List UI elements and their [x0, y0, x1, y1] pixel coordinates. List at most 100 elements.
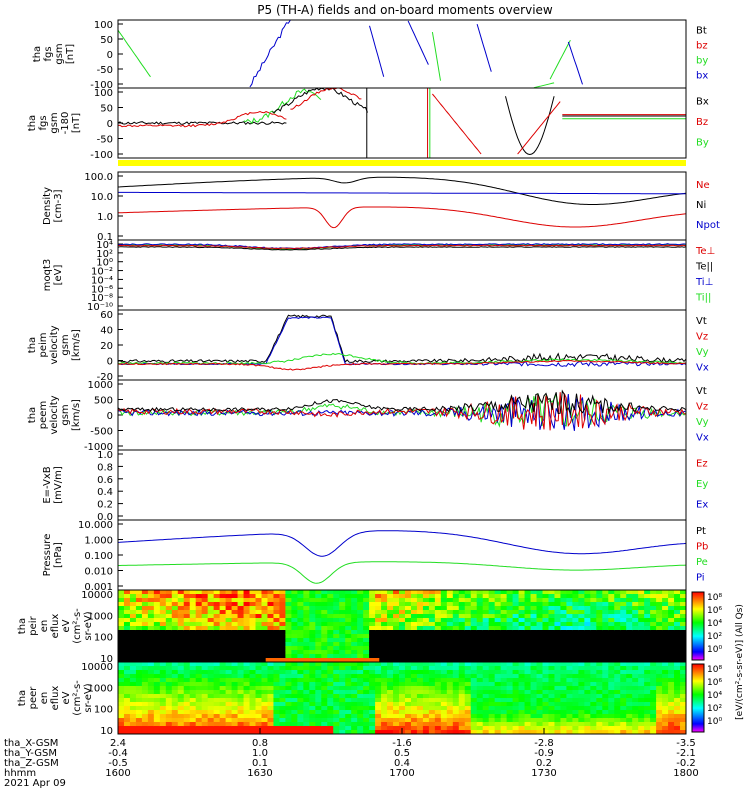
plot-area — [118, 176, 686, 229]
spectrogram-cell — [410, 606, 418, 611]
x-tick-label: 1730 — [531, 768, 556, 779]
spectrogram-cell — [626, 602, 633, 607]
spectrogram-cell — [357, 590, 364, 595]
spectrogram-cell — [237, 602, 245, 607]
spectrogram-cell — [674, 650, 681, 655]
spectrogram-cell — [309, 694, 316, 699]
spectrogram-cell — [632, 686, 639, 691]
spectrogram-cell — [399, 670, 406, 675]
spectrogram-cell — [434, 686, 442, 691]
spectrogram-cell — [422, 710, 430, 715]
spectrogram-cell — [303, 598, 310, 603]
spectrogram-cell — [446, 626, 454, 631]
spectrogram-cell — [506, 702, 514, 707]
spectrogram-cell — [369, 706, 376, 711]
spectrogram-cell — [333, 590, 340, 595]
spectrogram-cell — [273, 670, 281, 675]
spectrogram-cell — [536, 658, 544, 662]
plot-area — [118, 530, 686, 584]
spectrogram-cell — [189, 650, 197, 655]
spectrogram-cell — [165, 590, 173, 595]
spectrogram-cell — [279, 690, 287, 695]
spectrogram-cell — [548, 726, 556, 731]
spectrogram-cell — [422, 694, 430, 699]
spectrogram-cell — [129, 710, 137, 715]
spectrogram-cell — [387, 634, 394, 639]
spectrogram-cell — [524, 670, 532, 675]
spectrogram-cell — [464, 682, 472, 687]
spectrogram-cell — [315, 642, 322, 647]
spectrogram-cell — [255, 602, 263, 607]
spectrogram-cell — [303, 674, 310, 679]
spectrogram-cell — [422, 686, 430, 691]
spectrogram-cell — [231, 714, 239, 719]
spectrogram-cell — [620, 646, 627, 651]
spectrogram-cell — [560, 718, 568, 723]
spectrogram-cell — [135, 602, 143, 607]
spectrogram-cell — [506, 606, 514, 611]
spectrogram-cell — [315, 670, 322, 675]
spectrogram-cell — [183, 690, 191, 695]
spectrogram-cell — [237, 714, 245, 719]
spectrogram-cell — [596, 702, 603, 707]
spectrogram-cell — [345, 662, 352, 667]
panel-ylabel: moqt3 — [42, 259, 53, 292]
spectrogram-cell — [309, 634, 316, 639]
spectrogram-cell — [315, 706, 322, 711]
spectrogram-cell — [662, 594, 669, 599]
spectrogram-cell — [195, 690, 203, 695]
spectrogram-cell — [458, 662, 466, 667]
spectrogram-cell — [464, 598, 472, 603]
y-tick-label: 10000 — [81, 662, 113, 673]
spectrogram-cell — [327, 730, 334, 734]
spectrogram-cell — [177, 638, 185, 643]
spectrogram-cell — [135, 706, 143, 711]
spectrogram-cell — [291, 594, 298, 599]
spectrogram-cell — [123, 702, 131, 707]
spectrogram-cell — [572, 590, 579, 595]
spectrogram-cell — [434, 642, 442, 647]
spectrogram-cell — [590, 646, 597, 651]
spectrogram-cell — [668, 634, 675, 639]
spectrogram-cell — [494, 594, 502, 599]
spectrogram-cell — [303, 686, 310, 691]
spectrogram-cell — [333, 654, 340, 659]
spectrogram-cell — [644, 710, 651, 715]
spectrogram-cell — [225, 670, 233, 675]
spectrogram-cell — [297, 606, 304, 611]
spectrogram-cell — [273, 706, 281, 711]
spectrogram-cell — [225, 730, 233, 734]
spectrogram-cell — [446, 610, 454, 615]
spectrogram-cell — [566, 698, 573, 703]
spectrogram-cell — [422, 638, 430, 643]
spectrogram-cell — [219, 706, 227, 711]
spectrogram-cell — [638, 606, 645, 611]
spectrogram-cell — [500, 610, 508, 615]
spectrogram-cell — [381, 614, 388, 619]
spectrogram-cell — [219, 722, 227, 727]
spectrogram-cell — [632, 714, 639, 719]
spectrogram-cell — [650, 726, 657, 731]
spectrogram-cell — [668, 602, 675, 607]
spectrogram-cell — [213, 598, 221, 603]
spectrogram-cell — [560, 698, 568, 703]
spectrogram-cell — [476, 634, 484, 639]
spectrogram-cell — [464, 706, 472, 711]
spectrogram-cell — [273, 702, 281, 707]
spectrogram-cell — [357, 618, 364, 623]
spectrogram-cell — [255, 666, 263, 671]
x-tick-label: -0.9 — [534, 748, 554, 759]
spectrogram-cell — [321, 714, 328, 719]
spectrogram-cell — [602, 678, 609, 683]
spectrogram-cell — [315, 690, 322, 695]
spectrogram-cell — [147, 722, 155, 727]
spectrogram-cell — [285, 706, 292, 711]
spectrogram-cell — [273, 730, 281, 734]
spectrogram-cell — [345, 594, 352, 599]
spectrogram-cell — [291, 642, 298, 647]
spectrogram-cell — [309, 726, 316, 731]
legend-entry: Ni — [696, 200, 706, 211]
spectrogram-cell — [608, 598, 615, 603]
spectrogram-cell — [656, 630, 663, 635]
